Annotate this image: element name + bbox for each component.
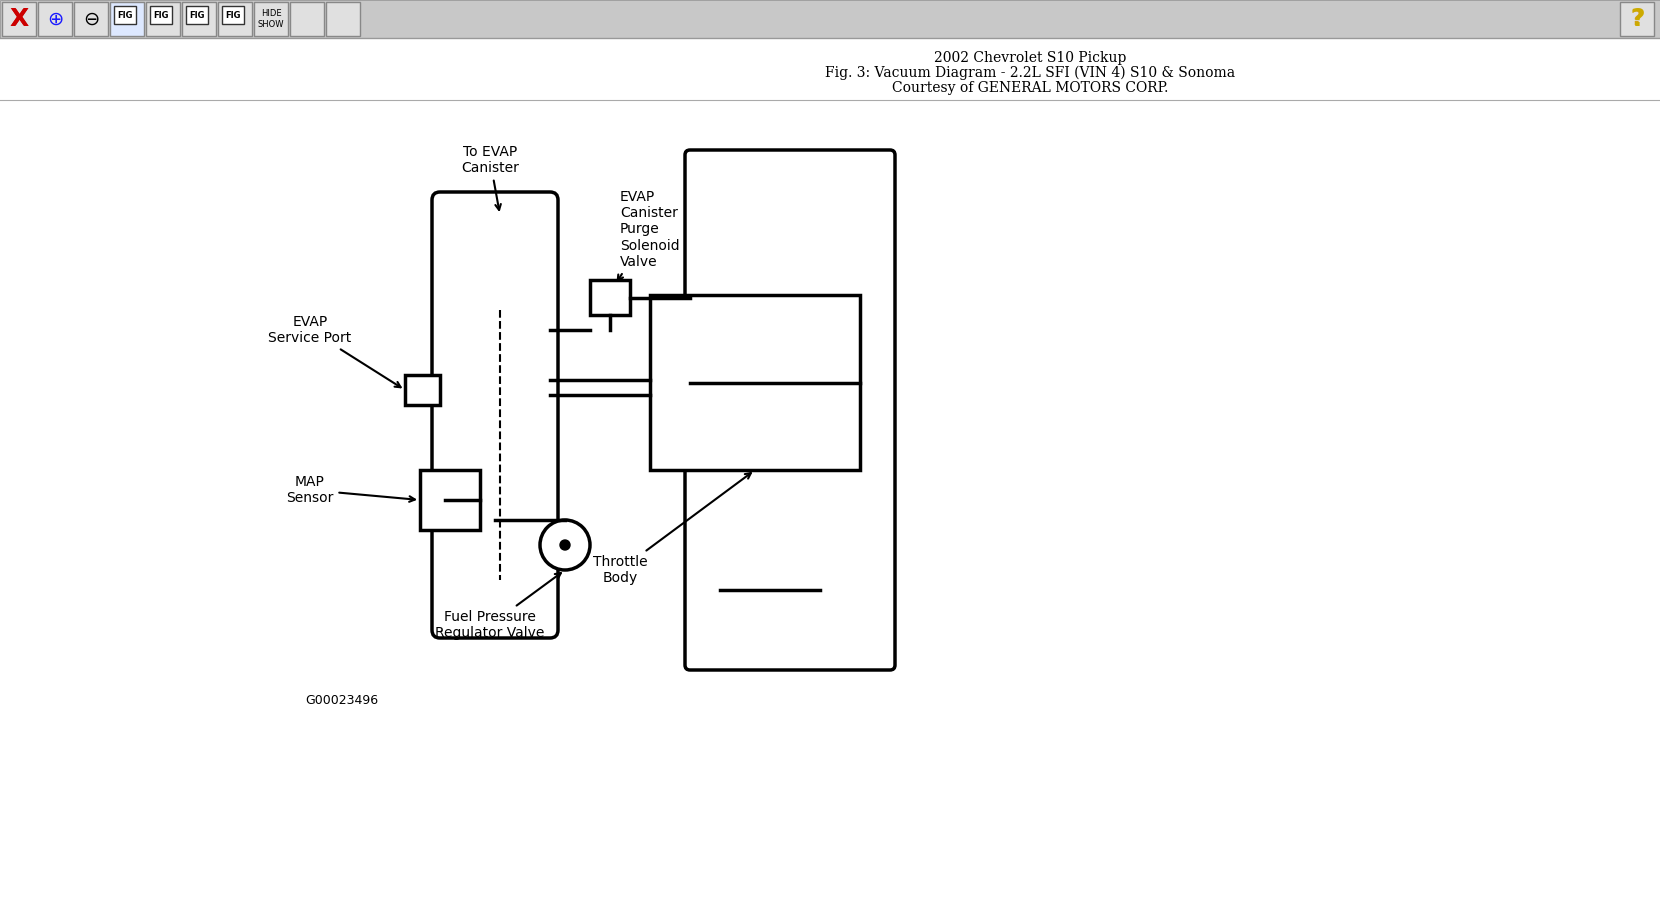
Text: X: X [10, 9, 28, 29]
Bar [38, 2, 71, 36]
Text: MAP
Sensor: MAP Sensor [286, 474, 415, 505]
Bar [217, 2, 252, 36]
Text: FIG: FIG [118, 10, 133, 19]
Text: G00023496: G00023496 [305, 693, 378, 706]
Bar [254, 2, 287, 36]
Text: 2002 Chevrolet S10 Pickup: 2002 Chevrolet S10 Pickup [935, 51, 1125, 65]
Bar [110, 2, 144, 36]
Bar [1620, 2, 1653, 36]
Text: X: X [10, 7, 28, 31]
Text: FIG: FIG [153, 10, 169, 19]
Bar [186, 6, 208, 24]
Text: Fig. 3: Vacuum Diagram - 2.2L SFI (VIN 4) S10 & Sonoma: Fig. 3: Vacuum Diagram - 2.2L SFI (VIN 4… [825, 66, 1235, 81]
Text: FIG: FIG [226, 10, 241, 19]
Text: HIDE
SHOW: HIDE SHOW [257, 9, 284, 28]
Bar [589, 280, 631, 315]
Bar [325, 2, 360, 36]
Bar [75, 2, 108, 36]
FancyBboxPatch shape [432, 192, 558, 638]
Bar [2, 2, 37, 36]
Text: Fuel Pressure
Regulator Valve: Fuel Pressure Regulator Valve [435, 573, 561, 640]
Bar [146, 2, 179, 36]
Bar [149, 6, 173, 24]
Circle shape [559, 540, 569, 550]
Text: FIG: FIG [189, 10, 204, 19]
Text: ?: ? [1630, 9, 1643, 29]
Bar [222, 6, 244, 24]
Bar [290, 2, 324, 36]
Text: EVAP
Service Port: EVAP Service Port [269, 315, 400, 387]
Text: Courtesy of GENERAL MOTORS CORP.: Courtesy of GENERAL MOTORS CORP. [891, 81, 1169, 95]
Bar [405, 375, 440, 405]
Text: ?: ? [1630, 7, 1645, 31]
Bar [651, 295, 860, 470]
Text: EVAP
Canister
Purge
Solenoid
Valve: EVAP Canister Purge Solenoid Valve [618, 190, 679, 280]
Circle shape [540, 520, 589, 570]
Text: ⊕: ⊕ [46, 9, 63, 28]
Bar [183, 2, 216, 36]
Bar [115, 6, 136, 24]
Bar [420, 470, 480, 530]
Text: Throttle
Body: Throttle Body [593, 473, 750, 585]
Text: To EVAP
Canister: To EVAP Canister [461, 145, 520, 210]
Bar [0, 0, 1660, 38]
FancyBboxPatch shape [686, 150, 895, 670]
Text: ⊖: ⊖ [83, 9, 100, 28]
